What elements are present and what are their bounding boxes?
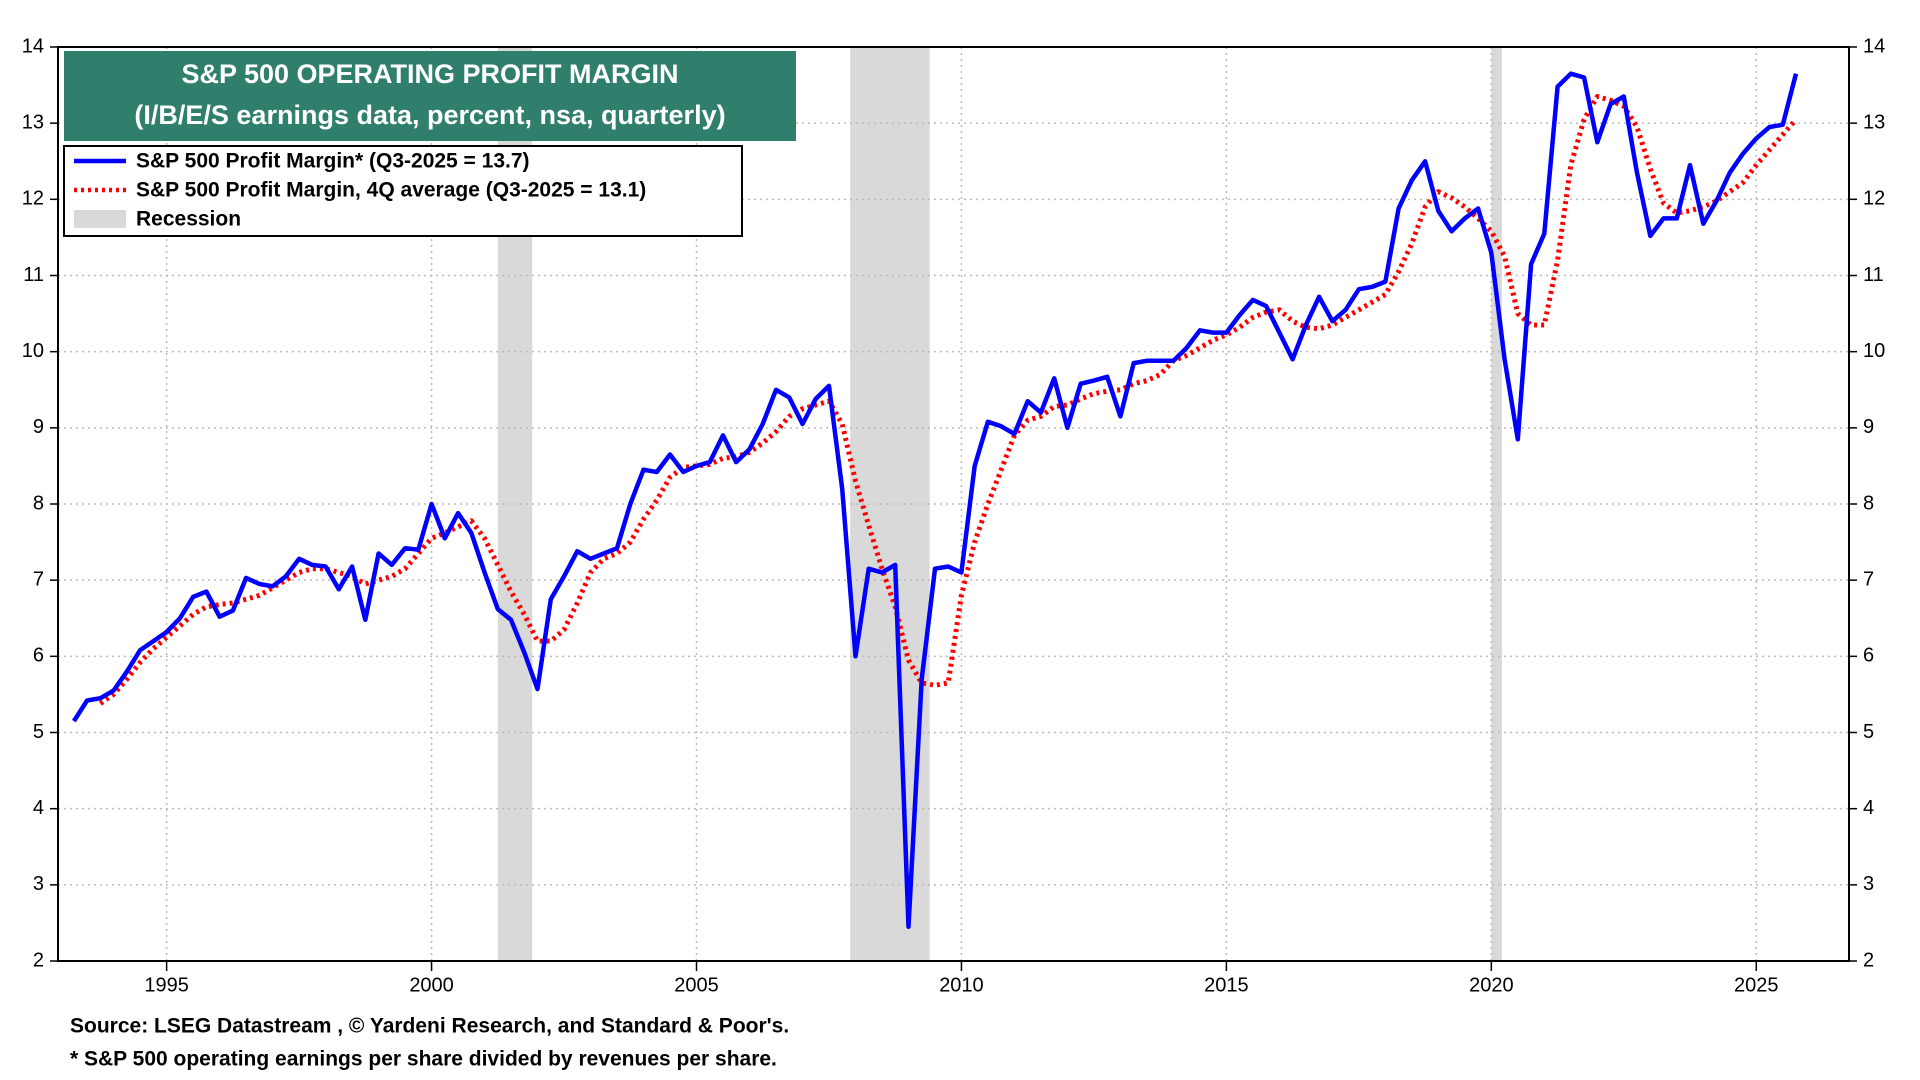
legend-swatch: [74, 210, 126, 228]
y2-tick-label: 12: [1863, 188, 1885, 210]
x-tick-label: 2025: [1734, 974, 1779, 996]
plot-frame: [57, 46, 1850, 962]
series-line: [72, 71, 1799, 929]
footnote: * S&P 500 operating earnings per share d…: [70, 1048, 777, 1071]
legend-label: Recession: [136, 208, 241, 231]
y-tick-label: 3: [33, 873, 44, 895]
y2-tick-label: 11: [1863, 264, 1884, 286]
chart-subtitle: (I/B/E/S earnings data, percent, nsa, qu…: [134, 100, 725, 130]
y-tick-label: 14: [22, 35, 44, 57]
y2-tick-label: 14: [1863, 35, 1885, 57]
chart-title: S&P 500 OPERATING PROFIT MARGIN: [181, 59, 678, 89]
x-tick-label: 2020: [1469, 974, 1514, 996]
y-tick-label: 13: [22, 111, 44, 133]
y2-tick-label: 3: [1863, 873, 1874, 895]
y2-tick-label: 4: [1863, 797, 1874, 819]
legend-label: S&P 500 Profit Margin, 4Q average (Q3-20…: [136, 179, 646, 202]
x-tick-label: 1995: [144, 974, 189, 996]
source-note: Source: LSEG Datastream , © Yardeni Rese…: [70, 1015, 789, 1038]
y2-tick-label: 8: [1863, 492, 1874, 514]
y2-tick-label: 13: [1863, 111, 1885, 133]
y-tick-label: 7: [33, 568, 44, 590]
x-tick-label: 2010: [939, 974, 984, 996]
recession-band: [1491, 47, 1502, 961]
y-tick-label: 12: [22, 188, 44, 210]
y2-tick-label: 10: [1863, 340, 1885, 362]
y-tick-label: 8: [33, 492, 44, 514]
y2-tick-label: 9: [1863, 416, 1874, 438]
y2-tick-label: 5: [1863, 721, 1874, 743]
y-tick-label: 9: [33, 416, 44, 438]
x-tick-label: 2015: [1204, 974, 1249, 996]
series-line: [98, 94, 1798, 706]
y2-tick-label: 7: [1863, 568, 1874, 590]
title-box: [64, 51, 796, 141]
y-tick-label: 10: [22, 340, 44, 362]
legend-label: S&P 500 Profit Margin* (Q3-2025 = 13.7): [136, 150, 530, 173]
y2-tick-label: 6: [1863, 645, 1874, 667]
y2-tick-label: 2: [1863, 949, 1874, 971]
legend-box: [63, 145, 743, 237]
x-tick-label: 2000: [409, 974, 454, 996]
y-tick-label: 4: [33, 797, 44, 819]
x-tick-label: 2005: [674, 974, 719, 996]
y-tick-label: 6: [33, 645, 44, 667]
y-tick-label: 5: [33, 721, 44, 743]
y-tick-label: 11: [23, 264, 44, 286]
plot-area: [58, 47, 1849, 961]
y-tick-label: 2: [33, 949, 44, 971]
